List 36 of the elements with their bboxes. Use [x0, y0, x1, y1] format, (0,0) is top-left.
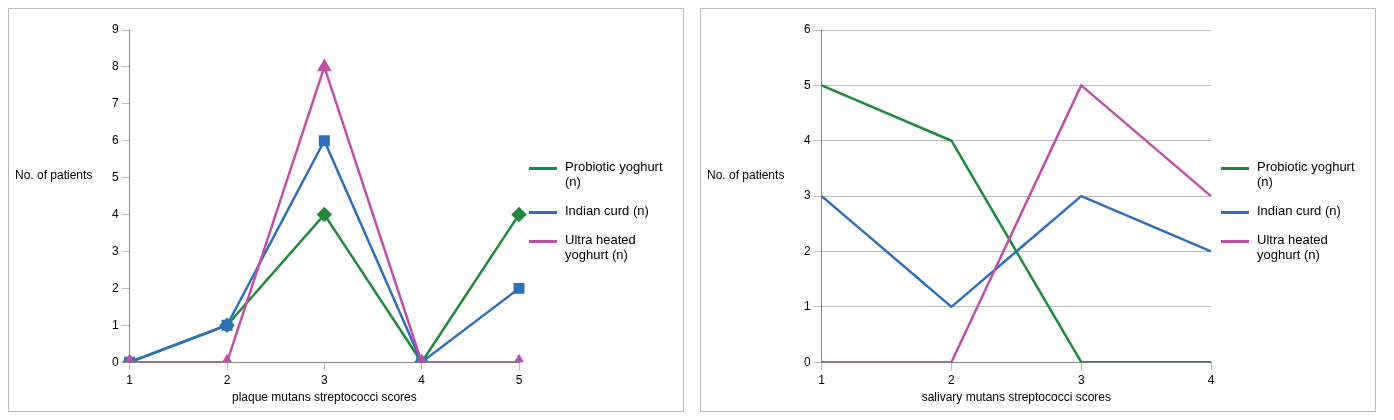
- x-tick-label: 1: [126, 372, 134, 387]
- x-tick-label: 5: [515, 372, 523, 387]
- y-tick-label: 4: [111, 206, 119, 221]
- y-tick-label: 2: [111, 280, 119, 295]
- y-tick-label: 2: [803, 243, 811, 258]
- x-tick-label: 3: [320, 372, 328, 387]
- legend-label: Indian curd (n): [565, 202, 649, 218]
- legend-label: Ultra heated yoghurt (n): [565, 231, 637, 262]
- x-tick-label: 1: [818, 372, 826, 387]
- y-tick-label: 9: [111, 22, 119, 37]
- legend-label: Probiotic yoghurt (n): [1257, 158, 1356, 189]
- x-tick-label: 2: [223, 372, 231, 387]
- y-tick-label: 3: [803, 188, 811, 203]
- y-axis-title: No. of patients: [707, 168, 785, 183]
- x-tick-label: 2: [948, 372, 956, 387]
- y-tick-label: 1: [803, 299, 811, 314]
- x-axis-title: salivary mutans streptococci scores: [921, 390, 1112, 405]
- legend-label: Ultra heated yoghurt (n): [1257, 231, 1329, 262]
- y-tick-label: 5: [803, 77, 811, 92]
- y-tick-label: 1: [111, 317, 119, 332]
- x-tick-label: 4: [1207, 372, 1215, 387]
- y-tick-label: 4: [803, 133, 811, 148]
- y-tick-label: 7: [111, 96, 119, 111]
- x-tick-label: 3: [1077, 372, 1085, 387]
- y-tick-label: 6: [803, 22, 811, 37]
- y-tick-label: 5: [111, 169, 119, 184]
- y-tick-label: 8: [111, 59, 119, 74]
- x-tick-label: 4: [418, 372, 426, 387]
- legend-label: Indian curd (n): [1257, 202, 1341, 218]
- y-tick-label: 6: [111, 133, 119, 148]
- y-tick-label: 0: [803, 354, 811, 369]
- y-tick-label: 0: [111, 354, 119, 369]
- legend-label: Probiotic yoghurt (n): [565, 158, 664, 189]
- x-axis-title: plaque mutans streptococci scores: [231, 390, 417, 405]
- y-axis-title: No. of patients: [15, 168, 93, 183]
- y-tick-label: 3: [111, 243, 119, 258]
